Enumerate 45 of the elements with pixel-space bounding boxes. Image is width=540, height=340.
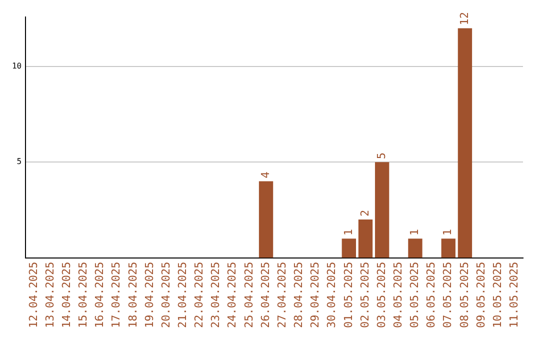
x-tick-label: 16.04.2025	[93, 262, 106, 328]
x-tick-label: 24.04.2025	[226, 262, 239, 328]
x-tick-label: 28.04.2025	[292, 262, 306, 328]
x-tick-label: 12.04.2025	[26, 262, 40, 328]
x-tick-label: 03.05.2025	[374, 262, 388, 328]
x-tick-label: 22.04.2025	[192, 262, 206, 328]
bar	[358, 220, 373, 258]
data-label: 1	[342, 229, 355, 236]
bar	[441, 238, 456, 258]
x-tick-label: 02.05.2025	[358, 262, 372, 328]
x-tick-label: 21.04.2025	[176, 262, 189, 328]
y-tick-label: 10	[12, 62, 22, 71]
x-tick-label: 07.05.2025	[441, 262, 454, 328]
data-label: 5	[374, 152, 388, 160]
x-tick-label: 27.04.2025	[275, 262, 288, 328]
x-tick-label: 30.04.2025	[325, 262, 338, 328]
x-tick-label: 05.05.2025	[408, 262, 422, 328]
x-tick-label: 18.04.2025	[126, 262, 140, 328]
x-tick-label: 25.04.2025	[242, 262, 256, 328]
data-label: 2	[358, 210, 372, 217]
x-tick-label: 09.05.2025	[474, 262, 488, 328]
data-label: 1	[441, 229, 454, 236]
bar	[408, 238, 422, 258]
x-tick-label: 14.04.2025	[60, 262, 73, 328]
x-tick-label: 01.05.2025	[342, 262, 355, 328]
x-tick-label: 20.04.2025	[159, 262, 172, 328]
bar	[458, 28, 472, 258]
x-tick-label: 13.04.2025	[43, 262, 56, 328]
data-label: 1	[408, 229, 422, 236]
x-tick-label: 23.04.2025	[209, 262, 222, 328]
bar	[258, 181, 274, 258]
x-tick-label: 04.05.2025	[392, 262, 405, 328]
x-tick-label: 11.05.2025	[508, 262, 521, 328]
x-tick-label: 19.04.2025	[142, 262, 156, 328]
data-label: 12	[458, 12, 471, 26]
bar	[374, 162, 390, 258]
x-tick-label: 17.04.2025	[110, 262, 123, 328]
x-tick-label: 10.05.2025	[490, 262, 504, 328]
data-label: 4	[258, 171, 272, 178]
x-tick-label: 15.04.2025	[76, 262, 90, 328]
x-tick-label: 06.05.2025	[424, 262, 438, 328]
bar	[342, 238, 356, 258]
x-tick-label: 26.04.2025	[258, 262, 272, 328]
x-tick-label: 29.04.2025	[308, 262, 322, 328]
x-tick-label: 08.05.2025	[458, 262, 471, 328]
